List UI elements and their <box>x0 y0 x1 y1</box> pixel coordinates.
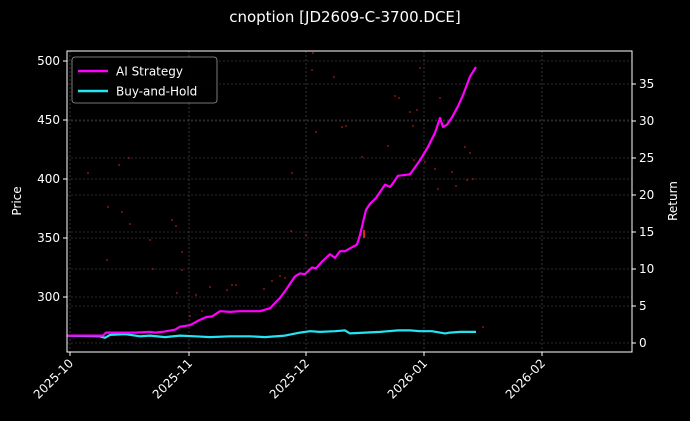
x-tick-label: 2025-10 <box>31 356 76 401</box>
chart-title: cnoption [JD2609-C-3700.DCE] <box>229 8 461 26</box>
y-right-tick-label: 30 <box>639 114 654 128</box>
y-right-axis-label: Return <box>666 181 680 221</box>
y-left-axis-label: Price <box>10 186 24 215</box>
y-right-tick-label: 10 <box>639 262 654 276</box>
x-tick-label: 2025-12 <box>267 356 312 401</box>
legend: AI Strategy Buy-and-Hold <box>71 56 218 104</box>
y-right-tick-label: 25 <box>639 151 654 165</box>
x-tick-label: 2025-11 <box>150 356 195 401</box>
legend-item-label: AI Strategy <box>116 65 183 79</box>
y-right-tick-label: 15 <box>639 225 654 239</box>
y-right-tick-label: 20 <box>639 188 654 202</box>
y-left-tick-label: 450 <box>37 113 60 127</box>
y-left-tick-label: 500 <box>37 54 60 68</box>
x-tick-label: 2026-01 <box>385 356 430 401</box>
series-line-0 <box>67 66 477 337</box>
legend-item-label: Buy-and-Hold <box>116 85 197 99</box>
y-left-tick-label: 300 <box>37 290 60 304</box>
y-left-tick-label: 350 <box>37 231 60 245</box>
y-left-tick-label: 400 <box>37 172 60 186</box>
series-line-1 <box>66 329 476 339</box>
y-right-tick-label: 5 <box>639 299 647 313</box>
y-right-tick-label: 0 <box>639 336 647 350</box>
y-right-tick-label: 35 <box>639 77 654 91</box>
x-tick-label: 2026-02 <box>503 356 548 401</box>
